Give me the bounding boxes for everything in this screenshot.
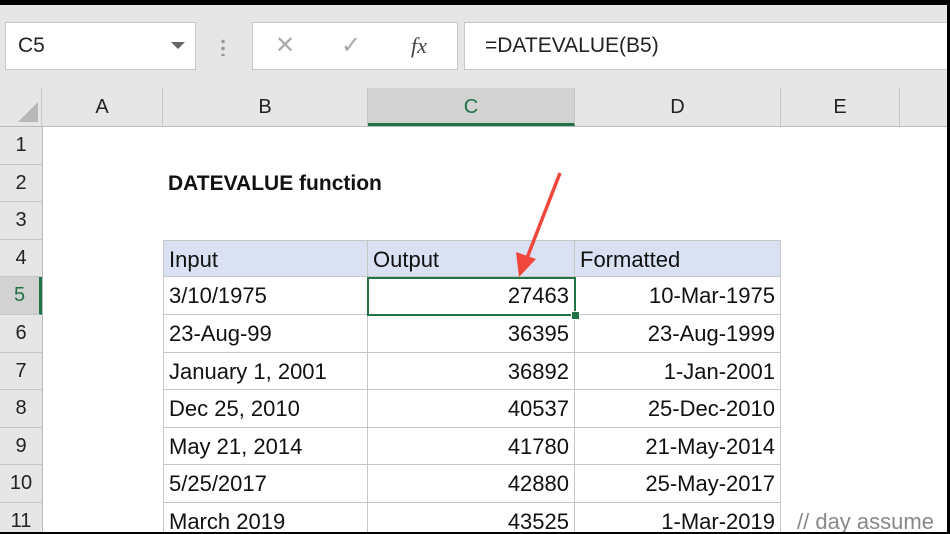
table-cell[interactable]: 25-May-2017 — [575, 465, 781, 503]
title-cell[interactable]: DATEVALUE function — [168, 171, 382, 195]
fx-icon[interactable]: fx — [411, 33, 427, 58]
column-header-d[interactable]: D — [575, 88, 781, 126]
row-header-6[interactable]: 6 — [0, 315, 42, 353]
column-header-e[interactable]: E — [781, 88, 900, 126]
table-cell[interactable]: 43525 — [368, 503, 575, 532]
table-cell[interactable]: 42880 — [368, 465, 575, 503]
row-header-10[interactable]: 10 — [0, 465, 42, 503]
drag-handle-icon[interactable] — [221, 38, 225, 56]
row-header-8[interactable]: 8 — [0, 390, 42, 428]
row-header-7[interactable]: 7 — [0, 353, 42, 391]
table-cell[interactable]: 36892 — [368, 352, 575, 391]
fill-handle[interactable] — [571, 311, 580, 320]
selected-cell-border — [367, 277, 576, 316]
column-header-a[interactable]: A — [42, 88, 163, 126]
table-cell[interactable]: 40537 — [368, 390, 575, 428]
arrow-head-icon — [516, 252, 536, 277]
name-box[interactable]: C5 — [5, 22, 196, 70]
column-header-c[interactable]: C — [368, 88, 575, 126]
table-cell[interactable]: Dec 25, 2010 — [163, 390, 368, 428]
table-cell[interactable]: 21-May-2014 — [575, 427, 781, 466]
note-cell[interactable]: // day assume — [797, 509, 934, 532]
table-header-cell[interactable]: Formatted — [575, 239, 781, 278]
row-header-9[interactable]: 9 — [0, 428, 42, 466]
table-cell[interactable]: 36395 — [368, 315, 575, 353]
cancel-icon[interactable]: ✕ — [275, 32, 296, 59]
table-cell[interactable]: 25-Dec-2010 — [575, 390, 781, 428]
table-header-cell[interactable]: Input — [163, 239, 368, 278]
row-header-5[interactable]: 5 — [0, 277, 42, 315]
table-cell[interactable]: 23-Aug-1999 — [575, 315, 781, 353]
table-cell[interactable]: 1-Jan-2001 — [575, 352, 781, 391]
row-header-2[interactable]: 2 — [0, 165, 42, 203]
row-header-3[interactable]: 3 — [0, 202, 42, 240]
row-headers: 1 2 3 4 5 6 7 8 9 10 11 — [0, 127, 43, 532]
table-cell[interactable]: 3/10/1975 — [163, 277, 368, 315]
column-header-b[interactable]: B — [163, 88, 368, 126]
formula-text: =DATEVALUE(B5) — [485, 34, 659, 57]
table-cell[interactable]: 41780 — [368, 427, 575, 466]
formula-bar-area: C5 ✕ ✓ fx =DATEVALUE(B5) — [0, 5, 947, 88]
table-cell[interactable]: January 1, 2001 — [163, 352, 368, 391]
select-all-icon — [18, 102, 38, 122]
table-cell[interactable]: 1-Mar-2019 — [575, 503, 781, 532]
table-cell[interactable]: 5/25/2017 — [163, 465, 368, 503]
chevron-down-icon[interactable] — [171, 42, 185, 49]
column-headers: A B C D E — [0, 88, 947, 127]
formula-input[interactable]: =DATEVALUE(B5) — [464, 22, 947, 70]
table-cell[interactable]: 23-Aug-99 — [163, 315, 368, 353]
row-header-1[interactable]: 1 — [0, 127, 42, 165]
row-header-11[interactable]: 11 — [0, 503, 42, 532]
table-cell[interactable]: 10-Mar-1975 — [575, 277, 781, 315]
annotation-arrow — [516, 172, 562, 277]
table-cell[interactable]: May 21, 2014 — [163, 427, 368, 466]
arrow-shaft — [525, 172, 562, 259]
row-header-4[interactable]: 4 — [0, 240, 42, 278]
formula-buttons: ✕ ✓ fx — [252, 22, 458, 70]
table-header-cell[interactable]: Output — [368, 239, 575, 278]
name-box-value: C5 — [18, 34, 45, 57]
table-cell[interactable]: March 2019 — [163, 503, 368, 532]
enter-icon[interactable]: ✓ — [341, 32, 362, 59]
select-all-corner[interactable] — [0, 88, 42, 126]
